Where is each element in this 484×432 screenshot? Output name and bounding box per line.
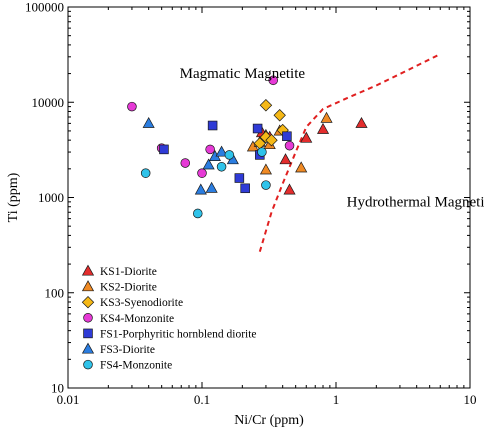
y-tick-label: 100 — [45, 285, 65, 300]
legend-label-6: FS3-Diorite — [100, 344, 155, 356]
y-tick-label: 1000 — [38, 190, 64, 205]
data-point-series-6 — [215, 145, 228, 157]
data-point-series-3 — [265, 133, 278, 147]
x-tick-label: 0.1 — [194, 392, 210, 407]
data-point-series-7 — [193, 208, 203, 219]
data-point-series-1 — [317, 122, 330, 134]
x-tick-label: 10 — [464, 392, 477, 407]
data-point-series-7 — [140, 168, 151, 178]
data-point-series-4 — [284, 140, 295, 151]
data-point-series-3 — [273, 109, 286, 122]
legend-marker-4 — [83, 313, 93, 323]
data-point-series-2 — [259, 163, 272, 175]
data-point-series-1 — [279, 153, 292, 165]
legend-marker-1 — [81, 264, 95, 276]
legend-label-5: FS1-Porphyritic hornblend diorite — [100, 328, 257, 340]
data-point-series-4 — [180, 158, 191, 168]
data-point-series-5 — [234, 173, 245, 183]
legend-marker-5 — [83, 328, 93, 339]
legend-label-7: FS4-Monzonite — [100, 360, 172, 372]
data-point-series-5 — [252, 123, 263, 134]
legend-label-1: KS1-Diorite — [100, 266, 157, 278]
data-point-series-3 — [259, 99, 273, 112]
legend-marker-2 — [81, 280, 95, 292]
annotation-magmatic: Magmatic Magnetite — [180, 66, 306, 82]
y-tick-label: 10000 — [32, 95, 65, 110]
data-point-series-1 — [300, 131, 313, 143]
y-axis-title: Ti (ppm) — [6, 172, 21, 222]
x-tick-label: 0.01 — [57, 392, 80, 407]
legend-marker-7 — [83, 359, 93, 370]
data-point-series-6 — [194, 183, 207, 195]
data-point-series-6 — [205, 181, 218, 193]
data-point-series-5 — [282, 131, 292, 141]
legend-label-2: KS2-Diorite — [100, 282, 157, 294]
x-axis-title: Ni/Cr (ppm) — [234, 413, 304, 428]
data-point-series-4 — [268, 75, 278, 86]
data-point-series-5 — [207, 120, 218, 131]
data-point-series-1 — [355, 116, 368, 128]
y-tick-label: 10 — [51, 381, 64, 396]
data-point-series-2 — [295, 161, 308, 173]
legend-marker-6 — [81, 342, 95, 354]
field-boundary-line — [258, 53, 441, 252]
data-point-series-6 — [142, 116, 155, 128]
data-point-series-1 — [283, 183, 296, 195]
data-point-series-6 — [202, 158, 215, 170]
data-point-series-5 — [159, 144, 169, 155]
data-point-series-2 — [320, 111, 333, 123]
legend-label-3: KS3-Syenodiorite — [100, 297, 183, 309]
data-point-series-7 — [224, 150, 235, 160]
data-point-series-4 — [127, 101, 137, 112]
data-point-series-5 — [240, 183, 250, 194]
annotation-hydrothermal: Hydrothermal Magnetite — [347, 195, 484, 211]
data-point-series-7 — [261, 180, 271, 190]
legend-marker-3 — [81, 296, 95, 309]
x-tick-label: 1 — [333, 392, 340, 407]
legend-label-4: KS4-Monzonite — [100, 313, 174, 325]
data-point-series-4 — [205, 144, 215, 155]
data-point-series-7 — [216, 162, 227, 172]
data-point-series-4 — [197, 168, 207, 178]
y-tick-label: 100000 — [25, 0, 64, 15]
data-point-series-7 — [257, 147, 267, 157]
